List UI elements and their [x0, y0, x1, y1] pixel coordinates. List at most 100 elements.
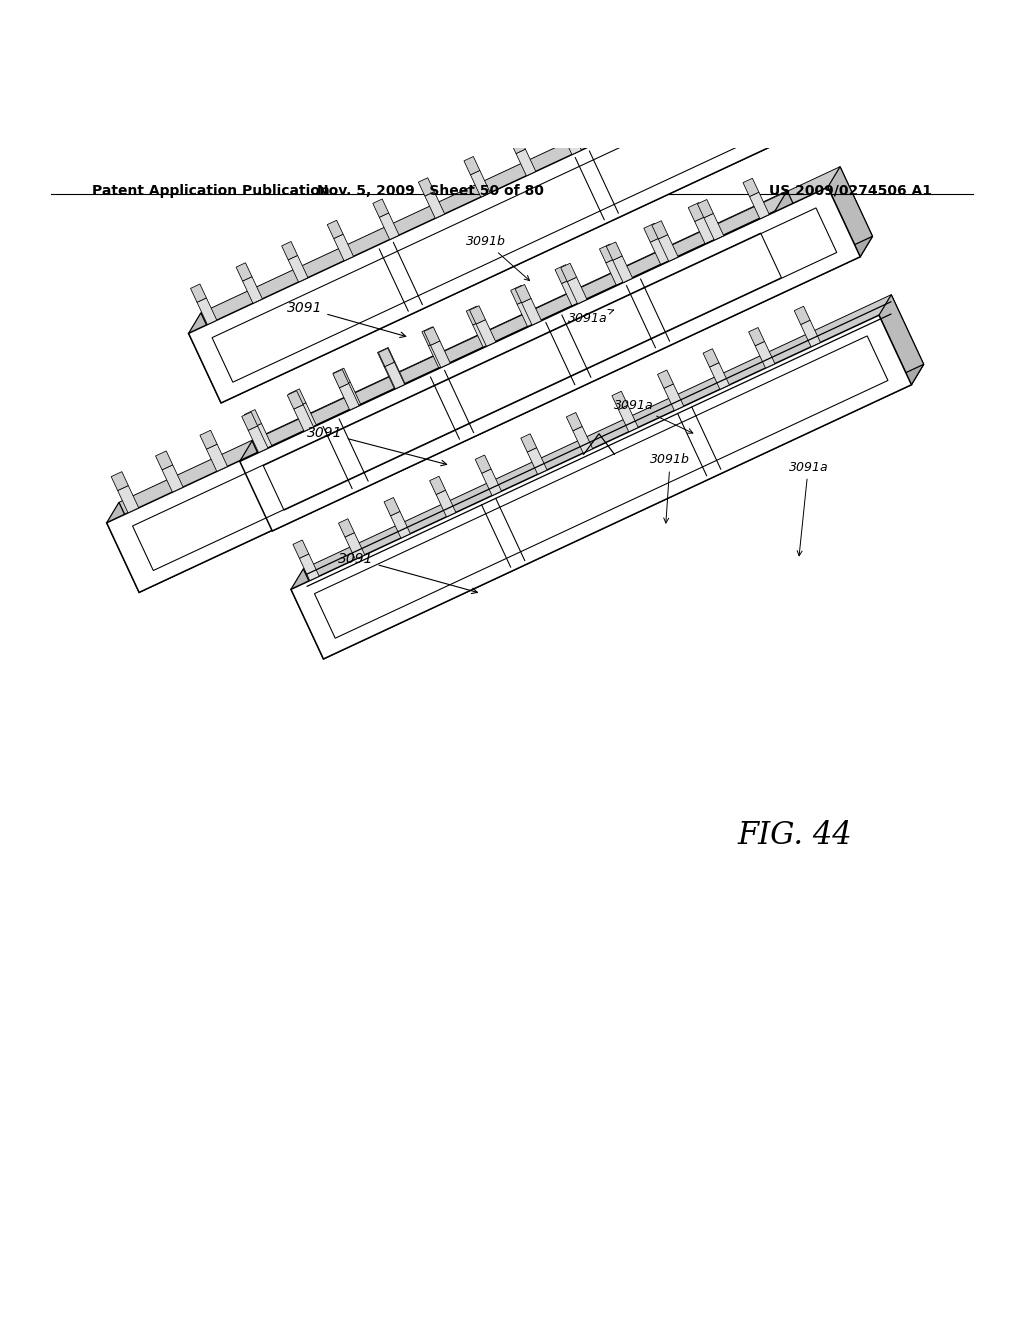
Polygon shape — [481, 469, 502, 495]
Polygon shape — [378, 347, 394, 367]
Polygon shape — [162, 465, 183, 492]
Polygon shape — [567, 277, 587, 304]
Polygon shape — [473, 319, 494, 347]
Polygon shape — [561, 128, 582, 154]
Polygon shape — [755, 342, 775, 368]
Polygon shape — [119, 190, 819, 572]
Polygon shape — [561, 263, 577, 281]
Polygon shape — [324, 364, 924, 659]
Text: 3091: 3091 — [307, 426, 446, 466]
Polygon shape — [466, 306, 483, 325]
Polygon shape — [237, 263, 252, 281]
Polygon shape — [749, 327, 765, 346]
Polygon shape — [527, 447, 547, 474]
Polygon shape — [795, 306, 810, 325]
Polygon shape — [606, 257, 627, 285]
Polygon shape — [646, 71, 663, 90]
Polygon shape — [517, 300, 539, 326]
Polygon shape — [470, 306, 485, 323]
Text: 3091: 3091 — [338, 552, 477, 594]
Polygon shape — [776, 38, 821, 129]
Polygon shape — [879, 294, 924, 384]
Polygon shape — [201, 38, 821, 383]
Polygon shape — [430, 341, 451, 367]
Polygon shape — [555, 265, 572, 284]
Polygon shape — [419, 178, 434, 197]
Polygon shape — [328, 220, 343, 239]
Polygon shape — [697, 199, 714, 218]
Polygon shape — [601, 92, 616, 111]
Polygon shape — [252, 166, 872, 511]
Polygon shape — [511, 285, 527, 305]
Polygon shape — [240, 441, 285, 531]
Polygon shape — [156, 451, 173, 470]
Polygon shape — [827, 166, 872, 257]
Text: 3091a: 3091a — [614, 399, 693, 433]
Polygon shape — [436, 490, 456, 517]
Polygon shape — [425, 191, 444, 218]
Polygon shape — [190, 284, 207, 302]
Text: Patent Application Publication: Patent Application Publication — [92, 183, 330, 198]
Polygon shape — [652, 86, 673, 112]
Polygon shape — [112, 471, 128, 491]
Polygon shape — [801, 321, 820, 347]
Polygon shape — [664, 384, 684, 411]
Polygon shape — [464, 157, 480, 174]
Polygon shape — [775, 190, 819, 281]
Polygon shape — [139, 260, 819, 593]
Text: Nov. 5, 2009   Sheet 50 of 80: Nov. 5, 2009 Sheet 50 of 80 — [316, 183, 544, 198]
Polygon shape — [692, 50, 708, 69]
Polygon shape — [293, 540, 309, 558]
Polygon shape — [288, 256, 308, 282]
Polygon shape — [566, 413, 583, 430]
Text: 3091b: 3091b — [466, 235, 529, 281]
Polygon shape — [384, 362, 406, 388]
Polygon shape — [242, 412, 258, 430]
Polygon shape — [299, 554, 319, 581]
Polygon shape — [599, 244, 616, 263]
Polygon shape — [430, 477, 445, 495]
Polygon shape — [475, 455, 492, 474]
Polygon shape — [384, 498, 400, 516]
Polygon shape — [606, 242, 623, 260]
Polygon shape — [243, 277, 262, 304]
Polygon shape — [345, 533, 365, 560]
Polygon shape — [248, 426, 268, 453]
Polygon shape — [703, 348, 719, 367]
Polygon shape — [339, 383, 359, 411]
Polygon shape — [333, 368, 350, 387]
Polygon shape — [188, 59, 809, 403]
Polygon shape — [515, 285, 531, 302]
Polygon shape — [657, 370, 674, 388]
Polygon shape — [118, 486, 138, 513]
Polygon shape — [251, 424, 272, 450]
Polygon shape — [291, 569, 336, 659]
Polygon shape — [521, 434, 537, 451]
Polygon shape — [282, 242, 298, 260]
Polygon shape — [561, 279, 583, 306]
Polygon shape — [658, 235, 678, 261]
Polygon shape — [294, 405, 313, 432]
Polygon shape — [379, 213, 399, 240]
Polygon shape — [510, 135, 525, 153]
Polygon shape — [612, 391, 628, 409]
Polygon shape — [289, 389, 306, 408]
Polygon shape — [612, 256, 633, 282]
Polygon shape — [288, 391, 303, 409]
Polygon shape — [188, 313, 233, 403]
Polygon shape — [379, 348, 394, 367]
Polygon shape — [618, 405, 638, 432]
Text: 3091a: 3091a — [788, 461, 828, 556]
Polygon shape — [334, 234, 353, 261]
Polygon shape — [221, 108, 821, 403]
Polygon shape — [106, 211, 807, 593]
Text: 3091a: 3091a — [568, 309, 613, 325]
Polygon shape — [688, 202, 706, 222]
Polygon shape — [650, 238, 672, 264]
Polygon shape — [710, 363, 729, 389]
Polygon shape — [555, 114, 571, 132]
Polygon shape — [303, 294, 924, 639]
Polygon shape — [743, 178, 759, 197]
Polygon shape — [476, 319, 496, 346]
Polygon shape — [272, 236, 872, 531]
